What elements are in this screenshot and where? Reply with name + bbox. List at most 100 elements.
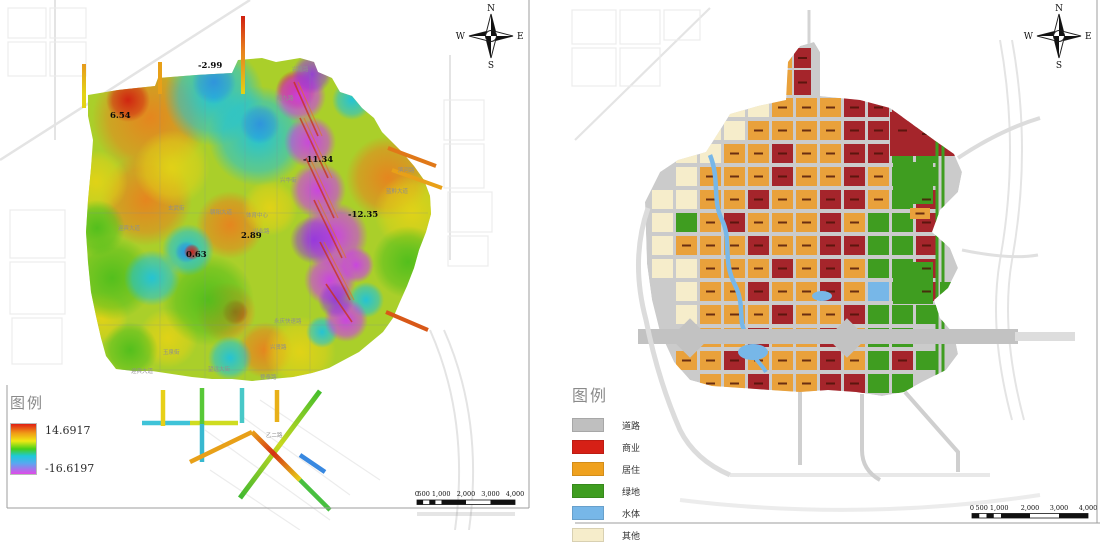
legend-swatch xyxy=(572,440,604,454)
parcel-code-mark xyxy=(754,382,763,385)
parcel-code-mark xyxy=(778,244,787,247)
parcel-code-mark xyxy=(874,198,883,201)
parcel-code-mark xyxy=(777,81,787,84)
sampled-road-strips xyxy=(82,16,443,512)
scale-tick-label: 500 1,000 xyxy=(975,504,1008,512)
outer-roads xyxy=(635,10,1041,482)
parcel xyxy=(676,213,697,232)
parcel-code-mark xyxy=(850,106,859,109)
parcel-code-mark xyxy=(850,267,859,270)
parcel-code-mark xyxy=(706,244,715,247)
parcel-code-mark xyxy=(754,313,763,316)
legend-swatch xyxy=(572,528,604,542)
parcel-code-mark xyxy=(798,81,807,84)
legend-item: 其他 xyxy=(572,528,640,542)
road-label: 兴贤路 xyxy=(270,343,287,351)
road-label: 经九路 xyxy=(277,94,294,102)
parcel-code-mark xyxy=(754,198,763,201)
parcel-code-mark xyxy=(754,175,763,178)
parcel-code-mark xyxy=(898,106,907,109)
legend-item: 道路 xyxy=(572,418,640,432)
legend-swatch xyxy=(572,418,604,432)
parcel xyxy=(892,305,913,324)
legend-item-label: 商业 xyxy=(622,443,641,454)
parcel-code-mark xyxy=(730,152,739,155)
background-roads xyxy=(0,0,493,530)
legend-swatch xyxy=(572,506,604,520)
parcel-code-mark xyxy=(874,152,883,155)
parcel-code-mark xyxy=(778,290,787,293)
parcel-code-mark xyxy=(802,198,811,201)
parcel xyxy=(890,112,962,156)
parcel-code-mark xyxy=(802,106,811,109)
parcel xyxy=(892,213,913,232)
parcel xyxy=(892,236,913,255)
parcel-code-mark xyxy=(898,129,907,132)
parcel-code-mark xyxy=(850,382,859,385)
scale-tick-label: 3,000 xyxy=(481,490,500,498)
parcel-code-mark xyxy=(922,133,931,135)
parcel xyxy=(700,121,721,140)
parcel-code-mark xyxy=(874,175,883,178)
parcel xyxy=(676,190,697,209)
parcel xyxy=(868,236,889,255)
parcel-code-mark xyxy=(826,359,835,362)
parcel xyxy=(724,121,745,140)
ridge-streaks xyxy=(293,81,353,323)
lake xyxy=(738,344,768,360)
parcel-code-mark xyxy=(778,198,787,201)
parcel-code-mark xyxy=(826,175,835,178)
parcel-code-mark xyxy=(874,106,883,109)
parcel xyxy=(868,351,889,370)
road-label: 永庆快速路 xyxy=(274,317,302,325)
parcel-code-mark xyxy=(850,244,859,247)
parcel-code-mark xyxy=(898,359,907,362)
parcel-code-mark xyxy=(682,359,691,362)
parcel-code-mark xyxy=(706,198,715,201)
scale-bar: 0 500 1,000 2,000 3,000 4,000 xyxy=(415,490,524,516)
compass-w-label: W xyxy=(1024,32,1034,42)
parcel xyxy=(746,80,769,95)
parcel-code-mark xyxy=(778,313,787,316)
parcel xyxy=(652,190,673,209)
parcel-code-mark xyxy=(802,129,811,132)
parcel-code-mark xyxy=(850,129,859,132)
compass-rose: N S W E xyxy=(456,4,524,71)
background-roads xyxy=(571,7,1041,512)
compass-s-label: S xyxy=(488,61,494,71)
parcel-code-mark xyxy=(850,152,859,155)
compass-rose: N S W E xyxy=(1024,4,1092,71)
road-label: 体育中心 xyxy=(246,211,269,219)
elevation-value-label: 6.54 xyxy=(110,111,131,121)
elevation-value-label: -11.34 xyxy=(303,155,333,165)
pond xyxy=(812,291,832,301)
parcel xyxy=(868,213,889,232)
parcel xyxy=(772,70,792,95)
parcel-code-mark xyxy=(730,221,739,224)
compass-s-label: S xyxy=(1056,61,1062,71)
parcel-code-mark xyxy=(778,175,787,178)
road-label: 玄武街 xyxy=(168,204,185,212)
parcel-code-mark xyxy=(826,382,835,385)
parcel-code-mark xyxy=(802,221,811,224)
color-ramp xyxy=(10,423,37,475)
parcel xyxy=(724,98,745,117)
road-label: 登泰路 xyxy=(260,373,277,381)
scale-tick-label: 2,000 xyxy=(1021,504,1040,512)
parcel xyxy=(676,282,697,301)
parcel-code-mark xyxy=(826,313,835,316)
parcel xyxy=(652,236,673,255)
parcel-code-mark xyxy=(754,152,763,155)
parcel xyxy=(676,144,697,163)
legend-title: 图例 xyxy=(572,386,609,405)
elevation-value-label: 2.89 xyxy=(241,231,262,241)
parcel-code-mark xyxy=(682,244,691,247)
legend-title: 图例 xyxy=(10,394,45,412)
parcel-code-mark xyxy=(730,313,739,316)
parcel-code-mark xyxy=(778,106,787,109)
parcel xyxy=(676,305,697,324)
legend-max-value: 14.6917 xyxy=(45,424,91,437)
parcel xyxy=(916,305,937,324)
scale-tick-label: 500 1,000 xyxy=(417,490,450,498)
parcel-code-mark xyxy=(754,290,763,293)
